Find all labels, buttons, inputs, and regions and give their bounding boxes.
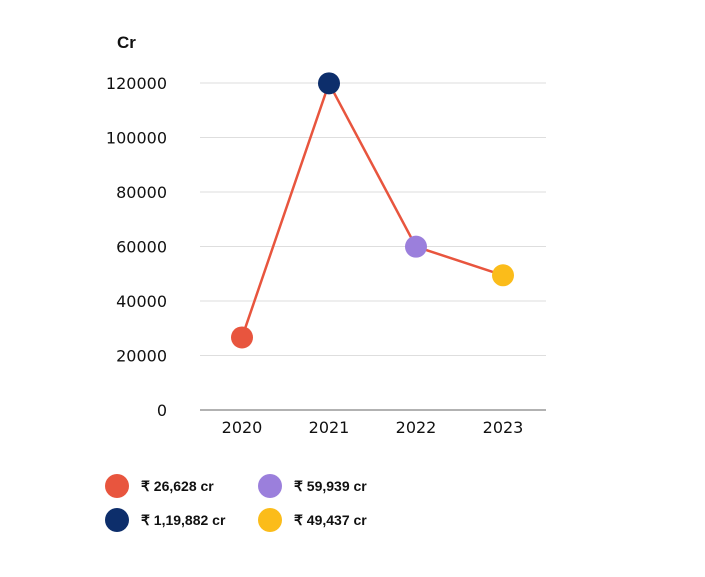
- x-tick-label: 2023: [483, 418, 524, 437]
- y-unit-label: Cr: [117, 33, 136, 52]
- y-tick-label: 120000: [106, 74, 167, 93]
- x-axis-ticks: 2020 2021 2022 2023: [222, 418, 524, 437]
- y-tick-label: 0: [157, 401, 167, 420]
- data-point: [318, 72, 340, 95]
- series-line: [240, 80, 504, 338]
- x-tick-label: 2020: [222, 418, 263, 437]
- x-tick-label: 2022: [396, 418, 437, 437]
- data-point: [492, 264, 514, 287]
- y-tick-label: 100000: [106, 129, 167, 148]
- data-points: [231, 72, 514, 349]
- y-tick-label: 80000: [116, 183, 167, 202]
- y-tick-label: 60000: [116, 238, 167, 257]
- y-tick-label: 40000: [116, 292, 167, 311]
- y-tick-label: 20000: [116, 347, 167, 366]
- data-point: [231, 326, 253, 349]
- x-tick-label: 2021: [309, 418, 350, 437]
- gridlines: [200, 82, 546, 356]
- data-point: [405, 235, 427, 258]
- y-axis-ticks: 0 20000 40000 60000 80000 100000 120000: [106, 74, 167, 420]
